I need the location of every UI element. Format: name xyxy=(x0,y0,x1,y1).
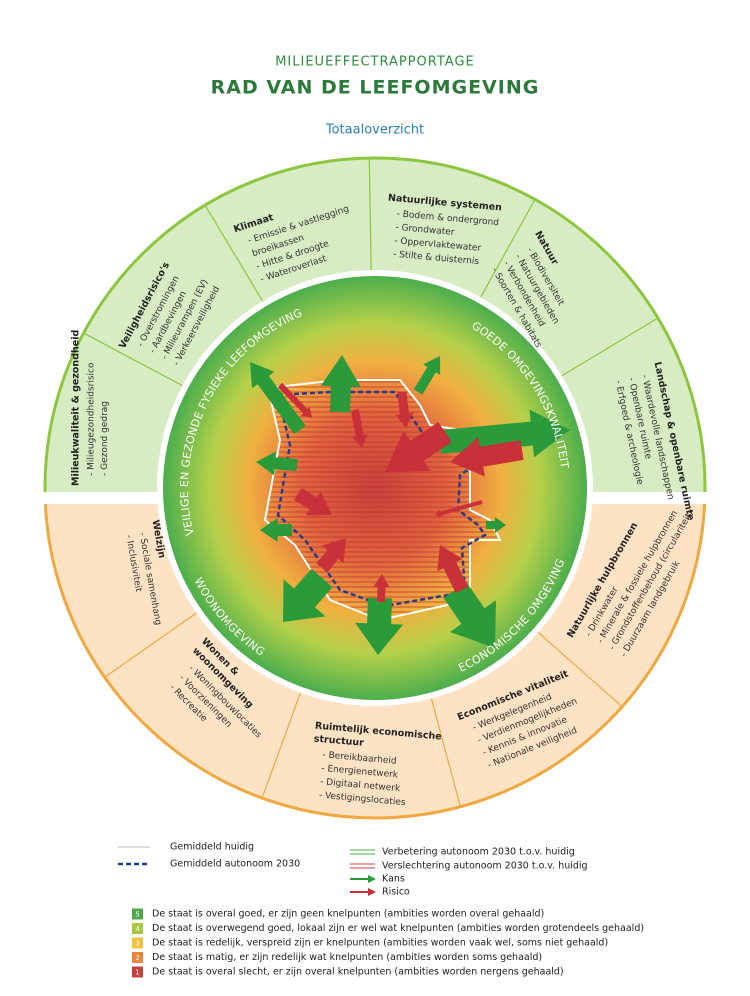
level-swatch xyxy=(132,908,143,920)
divider xyxy=(537,632,623,708)
legend-label: Gemiddeld huidig xyxy=(170,842,254,853)
level-swatch xyxy=(132,937,143,949)
level-text: De staat is redelijk, verspreid zijn er … xyxy=(152,938,608,949)
level-swatch xyxy=(132,952,143,963)
opportunity-arrow xyxy=(486,517,506,533)
level-text: De staat is overwegend goed, lokaal zijn… xyxy=(152,923,644,934)
risk-arrow xyxy=(437,545,469,594)
legend: Gemiddeld huidig Gemiddeld autonoom 2030 V… xyxy=(118,842,644,978)
level-swatch xyxy=(132,923,143,934)
divider xyxy=(480,199,536,298)
divider xyxy=(104,612,197,678)
level-number: 5 xyxy=(135,911,139,919)
legend-arrow xyxy=(350,888,376,896)
overview: Totaaloverzicht xyxy=(325,123,424,138)
divider xyxy=(204,204,264,302)
level-number: 3 xyxy=(135,940,139,948)
legend-label: Gemiddeld autonoom 2030 xyxy=(170,859,300,870)
opportunity-arrow xyxy=(260,518,292,542)
opportunity-arrow xyxy=(256,451,298,476)
divider xyxy=(261,692,302,799)
legend-label: Verbetering autonoom 2030 t.o.v. huidig xyxy=(382,847,575,858)
opportunity-arrow xyxy=(355,597,404,655)
divider xyxy=(430,698,461,807)
risk-arrow xyxy=(277,382,312,418)
divider xyxy=(561,317,659,377)
opportunity-arrow xyxy=(443,582,496,648)
subtitle: MILIEUEFFECTRAPPORTAGE xyxy=(275,55,475,70)
opportunity-arrow xyxy=(250,362,306,435)
legend-label: Kans xyxy=(382,874,405,885)
wheel: VEILIGE EN GEZONDE FYSIEKE LEEFOMGEVINGG… xyxy=(43,156,707,820)
level-number: 1 xyxy=(135,969,139,977)
risk-arrow xyxy=(294,488,332,516)
risk-arrow xyxy=(385,422,452,472)
divider xyxy=(368,158,372,271)
opportunity-arrow xyxy=(320,355,361,413)
divider xyxy=(83,332,183,387)
level-text: De staat is overal goed, er zijn geen kn… xyxy=(152,909,544,920)
risk-arrow xyxy=(395,391,414,428)
level-text: De staat is overal slecht, er zijn overa… xyxy=(152,967,564,978)
risk-arrow xyxy=(316,538,346,573)
level-number: 2 xyxy=(135,954,139,962)
sector-item: - Milieugezondheidsrisico xyxy=(87,362,97,476)
legend-label: Risico xyxy=(382,887,410,898)
risk-arrow xyxy=(450,437,524,477)
title: RAD VAN DE LEEFOMGEVING xyxy=(211,77,540,99)
opportunity-arrow xyxy=(283,568,333,622)
sector-title: structuur xyxy=(313,733,364,748)
risk-arrow xyxy=(351,409,368,448)
risk-arrow xyxy=(435,500,483,518)
average-current xyxy=(263,379,502,622)
level-swatch xyxy=(132,966,143,978)
sector-title: Milieukwaliteit & gezondheid xyxy=(71,330,82,486)
legend-arrow xyxy=(350,875,376,883)
sector: Milieukwaliteit & gezondheid - Milieugezo… xyxy=(71,330,111,486)
level-number: 4 xyxy=(135,925,140,933)
sector-item: - Gezond gedrag xyxy=(100,401,110,476)
opportunity-arrow xyxy=(413,356,441,395)
risk-arrow xyxy=(373,574,390,603)
level-text: De staat is matig, er zijn redelijk wat … xyxy=(152,952,542,963)
legend-label: Verslechtering autonoom 2030 t.o.v. huid… xyxy=(382,861,588,872)
